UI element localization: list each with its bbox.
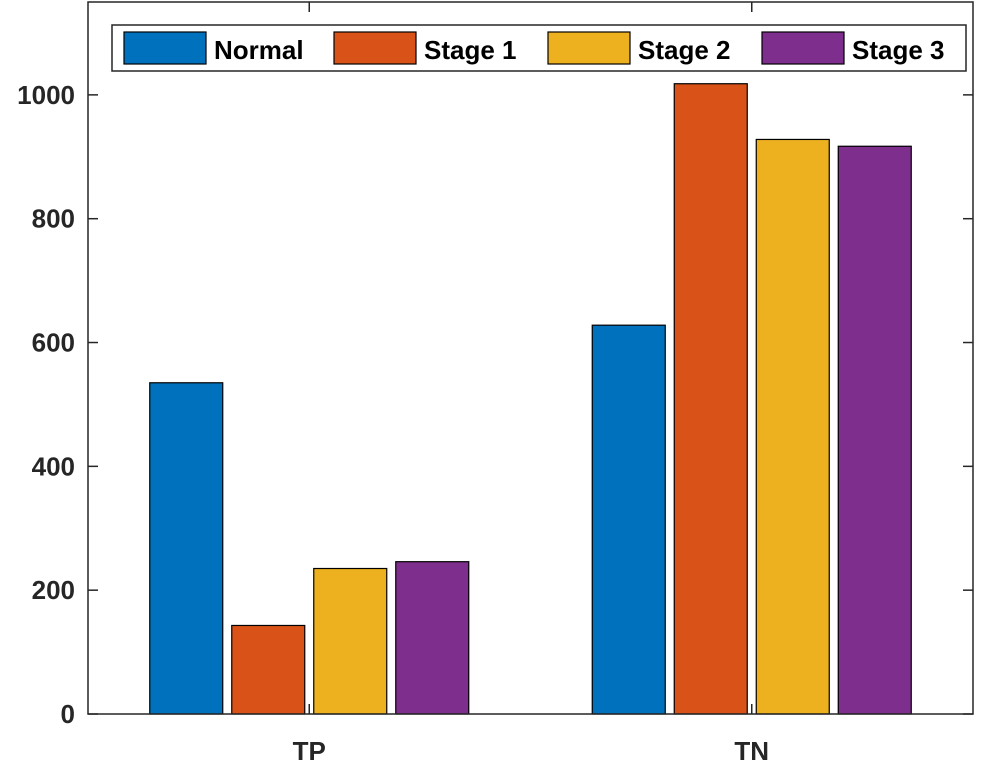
y-tick-label: 200 xyxy=(32,575,75,605)
bar-tp-stage-1 xyxy=(231,624,306,715)
x-axis: TP TN xyxy=(293,2,769,765)
legend-swatch-stage-3 xyxy=(761,31,845,65)
axes-box xyxy=(87,1,974,715)
legend-label-normal: Normal xyxy=(214,35,304,65)
bar-tp-normal xyxy=(149,382,224,715)
legend: Normal Stage 1 Stage 2 Stage 3 xyxy=(111,24,967,72)
legend-swatch-normal xyxy=(123,31,207,65)
legend-label-stage-1: Stage 1 xyxy=(424,35,517,65)
legend-swatch-stage-1 xyxy=(333,31,417,65)
bars-group xyxy=(149,83,912,715)
y-axis: 0 200 400 600 800 1000 xyxy=(17,80,973,729)
y-tick-label: 0 xyxy=(61,699,75,729)
bar-tp-stage-3 xyxy=(395,561,470,715)
y-tick-label: 1000 xyxy=(17,80,75,110)
x-tick-label: TN xyxy=(734,736,769,765)
bar-tn-normal xyxy=(591,324,666,715)
legend-swatch-stage-2 xyxy=(547,31,631,65)
y-tick-label: 600 xyxy=(32,328,75,358)
legend-label-stage-3: Stage 3 xyxy=(852,35,945,65)
bar-tp-stage-2 xyxy=(313,567,388,715)
bar-tn-stage-2 xyxy=(755,138,830,715)
bar-tn-stage-1 xyxy=(673,83,748,715)
y-tick-label: 800 xyxy=(32,204,75,234)
legend-label-stage-2: Stage 2 xyxy=(638,35,731,65)
x-tick-label: TP xyxy=(293,736,326,765)
y-tick-label: 400 xyxy=(32,451,75,481)
bar-tn-stage-3 xyxy=(837,145,912,715)
